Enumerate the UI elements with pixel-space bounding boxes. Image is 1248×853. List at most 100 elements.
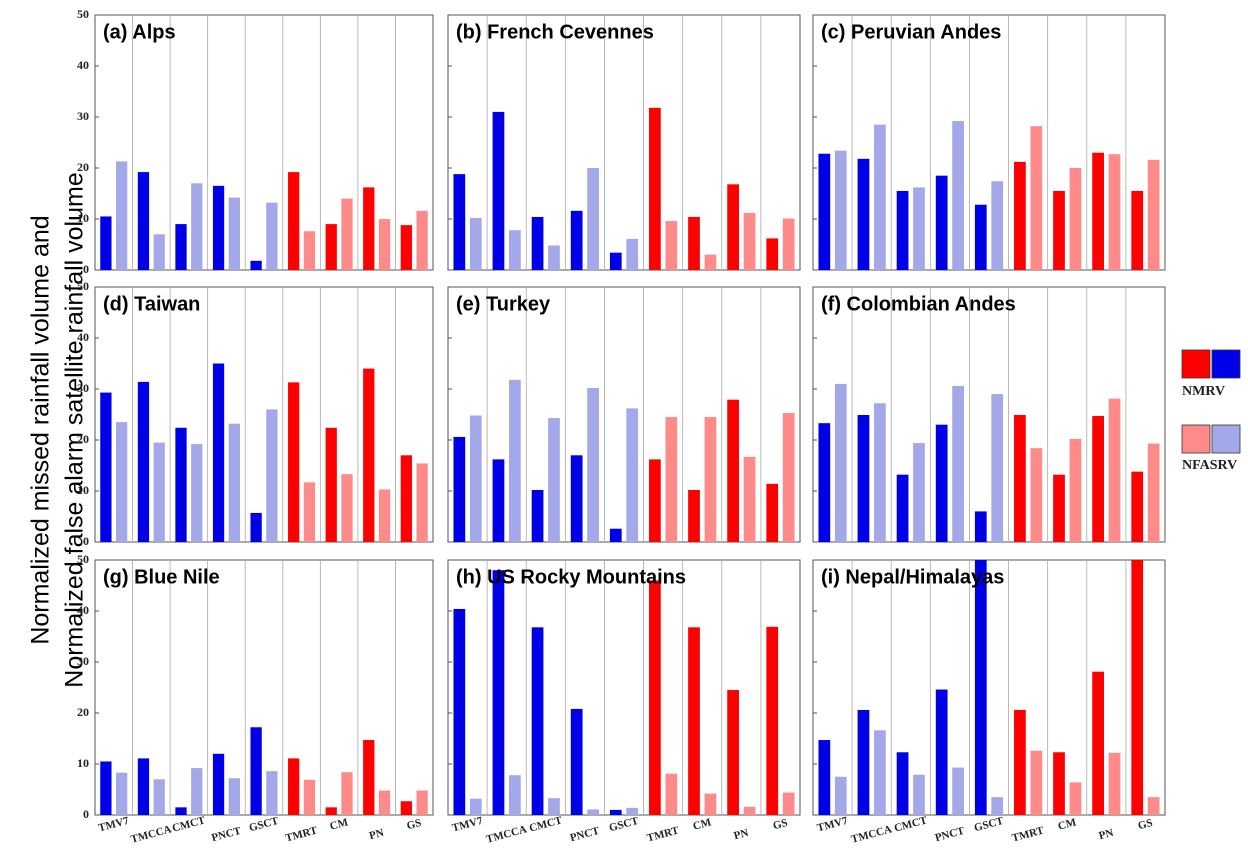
bar xyxy=(288,758,300,815)
bar xyxy=(212,753,225,815)
bar xyxy=(1030,126,1043,271)
bar xyxy=(766,626,779,815)
bar xyxy=(727,184,739,270)
bar xyxy=(116,161,128,270)
y-tick-label: 0 xyxy=(83,534,89,548)
bar xyxy=(1030,448,1043,542)
bar xyxy=(212,363,225,542)
bar xyxy=(363,187,375,270)
x-tick-label: PNCT xyxy=(569,825,602,845)
bar xyxy=(818,153,831,270)
bar xyxy=(913,443,925,542)
bar xyxy=(834,776,847,815)
bar xyxy=(250,512,262,542)
panel-title: (b) French Cevennes xyxy=(456,21,654,43)
bar xyxy=(548,798,560,815)
y-tick-label: 50 xyxy=(77,552,89,566)
panel-title: (g) Blue Nile xyxy=(103,566,220,588)
bar xyxy=(974,560,987,815)
x-tick-label: TMRT xyxy=(284,824,319,844)
x-tick-label: CM xyxy=(692,816,713,832)
bar xyxy=(1053,752,1065,815)
x-tick-label: GS xyxy=(405,817,422,832)
bar xyxy=(1014,161,1026,270)
bar xyxy=(469,217,482,270)
bar xyxy=(665,417,678,542)
bar xyxy=(704,793,717,815)
bar xyxy=(570,455,583,542)
bar xyxy=(100,392,112,542)
bar xyxy=(834,383,847,542)
bar xyxy=(416,210,428,270)
y-tick-label: 20 xyxy=(77,432,89,446)
bar xyxy=(991,181,1004,270)
bar xyxy=(492,459,505,542)
bar xyxy=(531,216,544,270)
bar xyxy=(325,807,337,815)
y-tick-label: 10 xyxy=(77,211,89,225)
bar xyxy=(509,230,521,270)
bar xyxy=(1053,190,1065,270)
y-tick-label: 40 xyxy=(77,603,89,617)
legend-label: NFASRV xyxy=(1182,458,1237,473)
bar xyxy=(400,455,412,542)
y-tick-label: 40 xyxy=(77,58,89,72)
bar xyxy=(250,727,262,815)
bar xyxy=(378,219,391,270)
bar xyxy=(116,772,128,815)
bar xyxy=(587,809,599,815)
bar xyxy=(688,489,700,542)
bar xyxy=(288,172,300,270)
bar xyxy=(266,202,278,270)
bar xyxy=(649,580,661,815)
bar xyxy=(626,238,639,270)
bar xyxy=(587,387,599,542)
bar xyxy=(137,758,150,815)
bar xyxy=(137,172,150,270)
bar xyxy=(857,709,870,815)
bar xyxy=(100,216,112,270)
y-tick-label: 20 xyxy=(77,705,89,719)
bar xyxy=(896,752,909,815)
bar xyxy=(228,423,240,542)
x-tick-label: GSCT xyxy=(973,815,1006,835)
bar xyxy=(303,779,316,815)
plot-frame xyxy=(94,559,434,816)
panel-title: (d) Taiwan xyxy=(103,293,200,315)
bar xyxy=(570,210,583,270)
x-tick-label: CMCT xyxy=(528,814,564,834)
y-tick-label: 10 xyxy=(77,483,89,497)
bar xyxy=(1069,168,1082,270)
x-tick-label: TMV7 xyxy=(451,815,485,835)
bar xyxy=(341,198,353,270)
y-tick-label: 10 xyxy=(77,756,89,770)
x-tick-label: CMCT xyxy=(893,814,929,834)
bar xyxy=(974,511,987,542)
bar xyxy=(1069,782,1082,815)
bar xyxy=(896,190,909,270)
bar xyxy=(952,121,964,270)
x-tick-label: TMCCA xyxy=(485,823,528,845)
bar xyxy=(896,474,909,542)
bar xyxy=(688,627,700,815)
bar xyxy=(727,399,739,542)
bar xyxy=(665,221,678,270)
panel-title: (f) Colombian Andes xyxy=(821,293,1016,315)
bar xyxy=(649,459,661,542)
x-tick-label: TMRT xyxy=(1011,824,1046,844)
bar xyxy=(704,254,717,270)
bar xyxy=(1053,474,1065,542)
bar xyxy=(1014,415,1026,542)
plot-frame xyxy=(812,286,1166,543)
bar xyxy=(857,158,870,270)
y-tick-label: 30 xyxy=(77,381,89,395)
bar xyxy=(191,183,203,270)
bar xyxy=(1092,152,1104,270)
bar xyxy=(874,403,886,542)
plot-frame xyxy=(812,559,1166,816)
bar xyxy=(400,801,412,815)
legend-swatch xyxy=(1211,424,1241,454)
bar xyxy=(952,385,964,542)
bar xyxy=(153,779,165,815)
